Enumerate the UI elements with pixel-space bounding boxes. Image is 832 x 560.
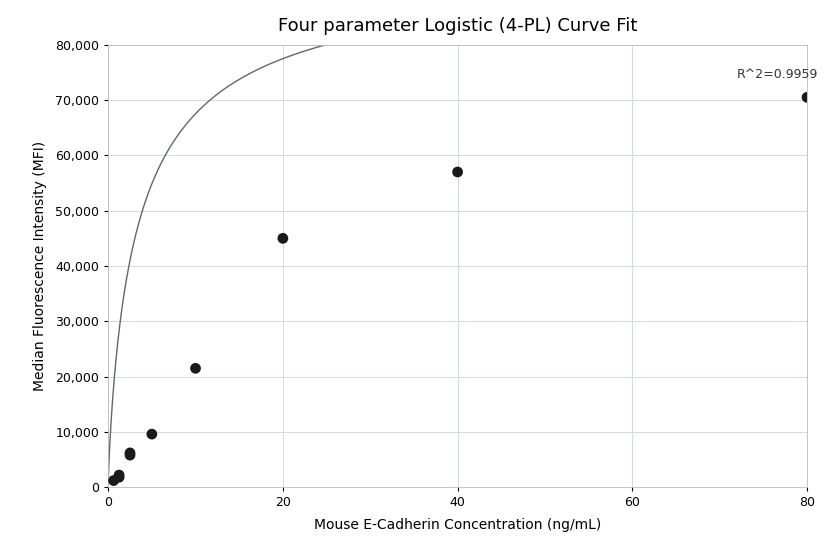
X-axis label: Mouse E-Cadherin Concentration (ng/mL): Mouse E-Cadherin Concentration (ng/mL) (314, 517, 602, 531)
Point (146, 430, 159, 438)
Y-axis label: Median Fluorescence Intensity (MFI): Median Fluorescence Intensity (MFI) (32, 141, 47, 391)
Point (451, 167, 464, 176)
Point (276, 234, 290, 243)
Text: R^2=0.9959: R^2=0.9959 (737, 68, 819, 81)
Title: Four parameter Logistic (4-PL) Curve Fit: Four parameter Logistic (4-PL) Curve Fit (278, 17, 637, 35)
Point (107, 476, 121, 485)
Point (189, 364, 202, 373)
Point (123, 449, 136, 458)
Point (800, 93, 814, 102)
Point (112, 473, 126, 482)
Point (123, 451, 136, 460)
Point (112, 470, 126, 479)
